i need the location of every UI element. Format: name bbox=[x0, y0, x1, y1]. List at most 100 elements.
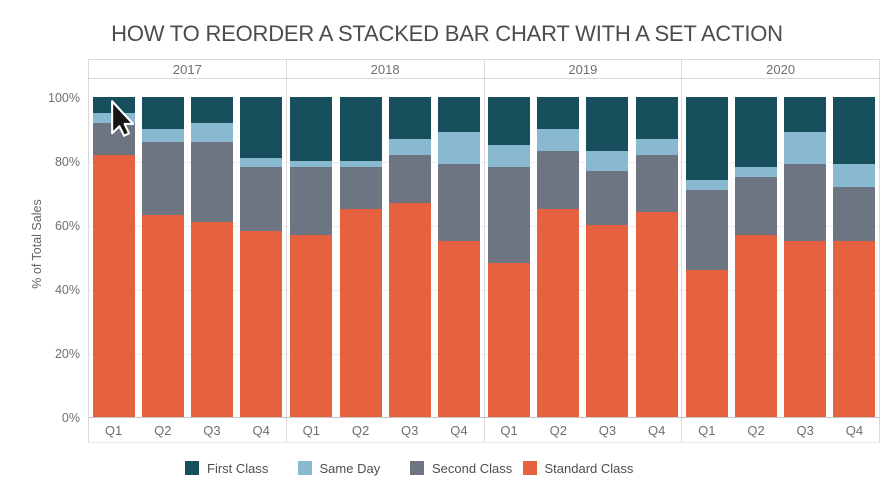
segment-same-day[interactable] bbox=[437, 132, 480, 165]
segment-same-day[interactable] bbox=[240, 157, 283, 168]
segment-same-day[interactable] bbox=[635, 138, 678, 155]
segment-second-class[interactable] bbox=[190, 141, 233, 222]
segment-first-class[interactable] bbox=[388, 97, 431, 139]
segment-second-class[interactable] bbox=[240, 167, 283, 232]
x-tick-label: Q2 bbox=[154, 422, 172, 438]
segment-same-day[interactable] bbox=[290, 161, 333, 168]
segment-standard-class[interactable] bbox=[635, 212, 678, 417]
segment-second-class[interactable] bbox=[537, 151, 580, 209]
x-tick-label: Q4 bbox=[252, 422, 270, 438]
segment-second-class[interactable] bbox=[833, 186, 876, 241]
x-tick-label: Q1 bbox=[104, 422, 123, 438]
panel-2020 bbox=[682, 79, 880, 417]
x-axis-labels: Q1 Q2 Q3 Q4 Q1 Q2 Q3 Q4 Q1 Q2 Q3 Q4 Q1 Q2 Q3 Q4 bbox=[88, 418, 880, 443]
segment-standard-class[interactable] bbox=[437, 240, 480, 417]
legend: First Class Same Day Second Class Standard … bbox=[185, 459, 635, 477]
segment-same-day[interactable] bbox=[735, 167, 778, 177]
segment-first-class[interactable] bbox=[339, 97, 382, 161]
legend-item-first-class[interactable]: First Class bbox=[185, 459, 298, 477]
segment-same-day[interactable] bbox=[141, 129, 184, 142]
segment-standard-class[interactable] bbox=[388, 202, 431, 417]
segment-first-class[interactable] bbox=[586, 97, 629, 152]
legend-label: Second Class bbox=[432, 460, 513, 476]
segment-first-class[interactable] bbox=[240, 97, 283, 158]
bar-2019-Q4[interactable] bbox=[635, 97, 678, 417]
segment-first-class[interactable] bbox=[537, 97, 580, 129]
segment-first-class[interactable] bbox=[635, 97, 678, 139]
segment-same-day[interactable] bbox=[388, 138, 431, 155]
segment-standard-class[interactable] bbox=[537, 208, 580, 417]
segment-same-day[interactable] bbox=[488, 145, 531, 168]
segment-standard-class[interactable] bbox=[488, 263, 531, 417]
bar-2020-Q3[interactable] bbox=[784, 97, 827, 417]
segment-same-day[interactable] bbox=[190, 122, 233, 142]
segment-first-class[interactable] bbox=[437, 97, 480, 133]
segment-standard-class[interactable] bbox=[833, 240, 876, 417]
segment-standard-class[interactable] bbox=[685, 269, 728, 417]
bar-2018-Q1[interactable] bbox=[290, 97, 333, 417]
segment-second-class[interactable] bbox=[290, 167, 333, 235]
bar-2019-Q3[interactable] bbox=[586, 97, 629, 417]
segment-first-class[interactable] bbox=[141, 97, 184, 129]
legend-item-second-class[interactable]: Second Class bbox=[410, 459, 523, 477]
gridline-60 bbox=[682, 226, 879, 227]
bar-2018-Q3[interactable] bbox=[388, 97, 431, 417]
segment-same-day[interactable] bbox=[339, 161, 382, 168]
segment-standard-class[interactable] bbox=[735, 234, 778, 417]
segment-second-class[interactable] bbox=[784, 164, 827, 241]
segment-standard-class[interactable] bbox=[92, 154, 135, 417]
segment-first-class[interactable] bbox=[190, 97, 233, 123]
x-tick-label: Q4 bbox=[450, 422, 468, 438]
segment-second-class[interactable] bbox=[635, 154, 678, 213]
segment-standard-class[interactable] bbox=[784, 240, 827, 417]
mouse-cursor-icon bbox=[111, 100, 134, 137]
segment-second-class[interactable] bbox=[141, 141, 184, 216]
segment-first-class[interactable] bbox=[685, 97, 728, 181]
x-tick-label: Q4 bbox=[845, 422, 864, 438]
year-header-2019: 2019 bbox=[485, 60, 683, 78]
segment-standard-class[interactable] bbox=[290, 234, 333, 417]
bar-2019-Q2[interactable] bbox=[537, 97, 580, 417]
segment-standard-class[interactable] bbox=[586, 224, 629, 417]
bar-2020-Q4[interactable] bbox=[833, 97, 876, 417]
segment-second-class[interactable] bbox=[685, 189, 728, 270]
segment-first-class[interactable] bbox=[784, 97, 827, 133]
segment-standard-class[interactable] bbox=[141, 215, 184, 417]
bar-2017-Q4[interactable] bbox=[240, 97, 283, 417]
bar-2019-Q1[interactable] bbox=[488, 97, 531, 417]
x-tick-label: Q2 bbox=[549, 422, 567, 438]
segment-same-day[interactable] bbox=[833, 164, 876, 187]
segment-same-day[interactable] bbox=[685, 180, 728, 190]
segment-standard-class[interactable] bbox=[240, 231, 283, 417]
segment-same-day[interactable] bbox=[537, 129, 580, 152]
segment-first-class[interactable] bbox=[488, 97, 531, 145]
gridline-40 bbox=[682, 290, 879, 291]
bar-2018-Q2[interactable] bbox=[339, 97, 382, 417]
segment-same-day[interactable] bbox=[586, 151, 629, 171]
legend-item-same-day[interactable]: Same Day bbox=[297, 459, 411, 477]
legend-item-standard-class[interactable]: Standard Class bbox=[522, 459, 636, 477]
segment-standard-class[interactable] bbox=[339, 208, 382, 417]
bar-2018-Q4[interactable] bbox=[437, 97, 480, 417]
x-tick-label: Q3 bbox=[203, 422, 221, 438]
segment-second-class[interactable] bbox=[437, 164, 480, 241]
legend-swatch-icon bbox=[410, 461, 424, 475]
panel-2018 bbox=[286, 79, 485, 417]
bar-2017-Q2[interactable] bbox=[141, 97, 184, 417]
segment-second-class[interactable] bbox=[339, 167, 382, 209]
bar-2020-Q1[interactable] bbox=[685, 97, 728, 417]
segment-first-class[interactable] bbox=[833, 97, 876, 165]
segment-second-class[interactable] bbox=[488, 167, 531, 264]
bar-2017-Q1[interactable] bbox=[92, 97, 135, 417]
segment-second-class[interactable] bbox=[586, 170, 629, 225]
panel-2017 bbox=[89, 79, 287, 417]
y-tick-label: 40% bbox=[54, 283, 80, 297]
bar-2017-Q3[interactable] bbox=[190, 97, 233, 417]
segment-first-class[interactable] bbox=[290, 97, 333, 161]
segment-first-class[interactable] bbox=[735, 97, 778, 168]
segment-second-class[interactable] bbox=[735, 176, 778, 235]
bar-2020-Q2[interactable] bbox=[735, 97, 778, 417]
segment-second-class[interactable] bbox=[388, 154, 431, 203]
segment-standard-class[interactable] bbox=[190, 221, 233, 417]
segment-same-day[interactable] bbox=[784, 132, 827, 165]
